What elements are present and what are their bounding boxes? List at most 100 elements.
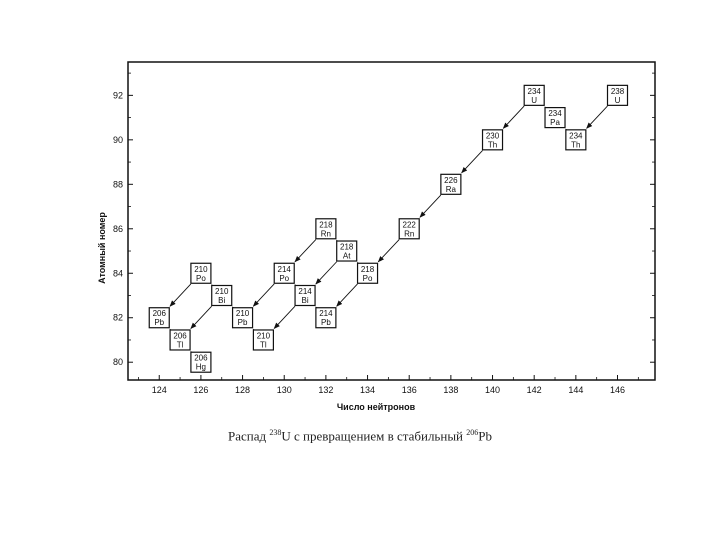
nuclide-mass-number: 230 xyxy=(486,131,500,140)
nuclide-box xyxy=(190,351,212,373)
nuclide-mass-number: 214 xyxy=(278,265,292,274)
nuclide-symbol: Bi xyxy=(218,296,225,305)
nuclide-mass-number: 234 xyxy=(548,109,562,118)
nuclide-mass-number: 234 xyxy=(528,87,542,96)
x-tick-label: 130 xyxy=(277,385,292,395)
nuclide-box xyxy=(565,129,587,151)
y-axis-label: Атомный номер xyxy=(97,212,107,284)
nuclide-symbol: At xyxy=(343,252,351,261)
nuclide-box xyxy=(523,84,545,106)
decay-arrow-Ra226-Rn222 xyxy=(419,194,442,218)
y-tick-label: 80 xyxy=(113,357,123,367)
nuclide-box xyxy=(231,307,254,329)
nuclide-mass-number: 234 xyxy=(569,131,583,140)
nuclide-symbol: Ra xyxy=(446,185,457,194)
decay-arrow-U234-Th230 xyxy=(502,105,525,129)
nuclide-mass-number: 214 xyxy=(319,309,333,318)
decay-arrow-Bi214-Tl210 xyxy=(273,305,296,329)
nuclide-mass-number: 214 xyxy=(298,287,312,296)
x-tick-label: 144 xyxy=(568,385,583,395)
plot-frame xyxy=(127,61,656,381)
nuclide-box xyxy=(544,106,566,129)
nuclide-box xyxy=(169,329,191,351)
x-tick-label: 132 xyxy=(318,385,333,395)
nuclide-mass-number: 206 xyxy=(173,331,187,340)
decay-arrow-U238-Th234 xyxy=(586,105,608,129)
x-tick-label: 136 xyxy=(402,385,417,395)
decay-arrow-Po218-Pb214 xyxy=(336,283,358,307)
decay-arrow-Po210-Pb206 xyxy=(169,283,192,307)
nuclide-box xyxy=(315,307,337,329)
nuclide-symbol: U xyxy=(615,96,621,105)
x-tick-label: 142 xyxy=(527,385,542,395)
decay-arrow-Rn222-Po218 xyxy=(377,239,400,263)
decay-arrow-At218-Bi214 xyxy=(315,261,337,285)
nuclide-symbol: Pa xyxy=(550,118,560,127)
nuclide-U238: 238U xyxy=(606,84,629,106)
nuclide-mass-number: 210 xyxy=(257,331,271,340)
nuclide-box xyxy=(606,84,629,106)
nuclide-mass-number: 210 xyxy=(194,265,208,274)
nuclide-symbol: Bi xyxy=(301,296,308,305)
nuclide-mass-number: 238 xyxy=(611,87,625,96)
nuclide-mass-number: 218 xyxy=(340,243,354,252)
nuclide-mass-number: 206 xyxy=(153,309,167,318)
nuclide-mass-number: 218 xyxy=(361,265,375,274)
nuclide-symbol: Tl xyxy=(260,340,267,349)
nuclide-mass-number: 210 xyxy=(215,287,229,296)
y-tick-label: 88 xyxy=(113,179,123,189)
nuclide-box xyxy=(356,262,379,284)
nuclide-symbol: Rn xyxy=(404,229,414,238)
nuclide-box xyxy=(315,218,337,240)
caption-prefix: Распад xyxy=(228,428,270,444)
x-tick-label: 140 xyxy=(485,385,500,395)
nuclide-box xyxy=(190,262,212,284)
y-tick-label: 86 xyxy=(113,224,123,234)
nuclide-symbol: Hg xyxy=(196,363,206,372)
nuclide-box xyxy=(294,284,316,307)
nuclide-box xyxy=(148,307,170,329)
nuclide-symbol: Th xyxy=(571,140,580,149)
nuclide-mass-number: 210 xyxy=(236,309,250,318)
caption-middle: U с превращением в стабильный xyxy=(281,428,467,444)
decay-arrow-Bi210-Tl206 xyxy=(190,305,213,329)
nuclide-box xyxy=(252,329,274,351)
nuclide-symbol: U xyxy=(531,96,537,105)
nuclide-mass-number: 218 xyxy=(319,220,333,229)
decay-arrow-Po214-Pb210 xyxy=(252,283,275,307)
nuclide-mass-number: 222 xyxy=(403,220,417,229)
nuclide-box xyxy=(273,262,295,284)
nuclide-box xyxy=(336,240,358,262)
nuclide-box xyxy=(398,218,420,240)
decay-arrow-Rn218-Po214 xyxy=(294,239,317,263)
x-tick-label: 146 xyxy=(610,385,625,395)
y-tick-label: 92 xyxy=(113,90,123,100)
caption-sup-238: 238 xyxy=(269,428,282,437)
x-tick-label: 138 xyxy=(443,385,458,395)
decay-arrow-Th230-Ra226 xyxy=(461,150,483,174)
nuclide-box xyxy=(481,129,504,151)
y-tick-label: 84 xyxy=(113,268,123,278)
nuclide-box xyxy=(440,173,462,195)
x-axis-label: Число нейтронов xyxy=(337,402,416,412)
nuclide-box xyxy=(211,284,233,307)
nuclide-symbol: Pb xyxy=(154,318,164,327)
caption-sup-206: 206 xyxy=(466,428,479,437)
